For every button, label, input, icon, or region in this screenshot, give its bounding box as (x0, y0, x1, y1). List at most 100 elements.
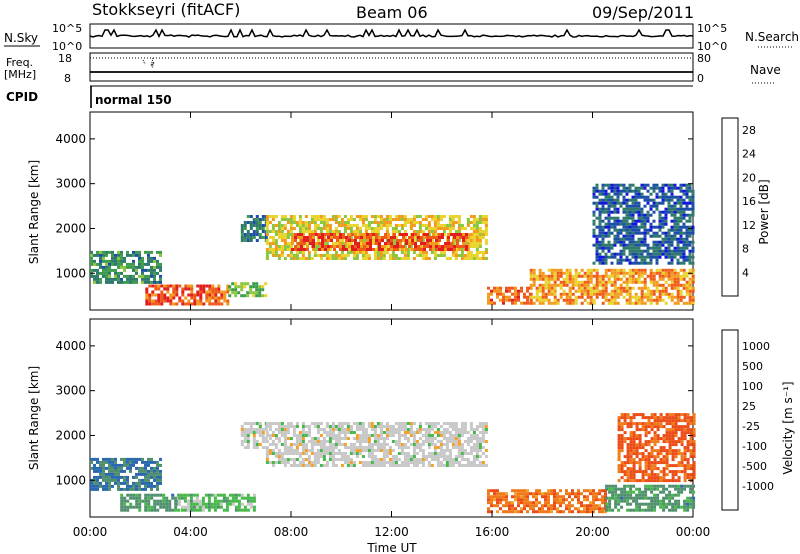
power-cell (568, 301, 572, 305)
velocity-cell (686, 419, 690, 423)
power-cell (325, 230, 329, 233)
power-cell (553, 274, 557, 278)
velocity-cell (307, 455, 311, 458)
velocity-cell (403, 422, 407, 425)
power-cell (160, 290, 164, 294)
velocity-cell (385, 455, 389, 458)
velocity-cell (228, 502, 232, 506)
power-cell (292, 227, 296, 230)
velocity-cell (99, 466, 102, 470)
velocity-cell (617, 479, 621, 483)
power-cell (484, 242, 488, 245)
power-cell (424, 218, 428, 221)
velocity-cell (298, 443, 302, 446)
velocity-cell (382, 464, 386, 467)
velocity-cell (683, 434, 687, 438)
power-cell (673, 280, 677, 284)
power-cell (123, 268, 126, 272)
power-cell (655, 249, 659, 253)
power-cell (355, 254, 359, 257)
velocity-cell (442, 452, 446, 455)
velocity-cell (677, 413, 681, 417)
power-region (90, 250, 162, 284)
velocity-cell (183, 496, 187, 500)
power-cell (297, 233, 300, 236)
velocity-cell (445, 437, 449, 440)
power-cell (625, 228, 629, 232)
power-cell (157, 293, 161, 297)
power-cell (562, 283, 566, 287)
velocity-cell (370, 434, 374, 437)
velocity-cell (361, 422, 365, 425)
velocity-cell (156, 487, 159, 491)
velocity-cell (469, 461, 473, 464)
velocity-cell (674, 479, 678, 483)
velocity-cell (292, 449, 296, 452)
velocity-cell (538, 492, 541, 496)
power-cell (667, 249, 671, 253)
velocity-cell (150, 475, 153, 479)
velocity-cell (454, 425, 458, 428)
velocity-cell (484, 449, 488, 452)
velocity-cell (352, 437, 356, 440)
power-cell (634, 198, 638, 202)
power-cell (619, 222, 623, 226)
velocity-cell (265, 449, 269, 452)
velocity-cell (382, 437, 386, 440)
power-cell (676, 271, 680, 275)
velocity-cell (577, 510, 580, 514)
power-cell (234, 285, 238, 289)
power-cell (613, 295, 617, 299)
power-cell (613, 210, 617, 214)
power-cell (271, 224, 275, 227)
power-cell (343, 254, 347, 257)
velocity-cell (692, 443, 696, 447)
power-cell (616, 301, 620, 305)
velocity-cell (141, 478, 144, 482)
velocity-cell (379, 431, 383, 434)
power-cell (640, 274, 644, 278)
velocity-cell (445, 428, 449, 431)
velocity-cell (671, 458, 675, 462)
power-cell (246, 236, 250, 239)
velocity-cell (665, 473, 669, 477)
power-cell (658, 210, 662, 214)
power-cell (649, 289, 653, 293)
power-cell (391, 242, 395, 245)
power-cell (691, 255, 695, 259)
velocity-cell (674, 499, 678, 503)
velocity-cell (334, 425, 338, 428)
power-cell (280, 230, 284, 233)
velocity-cell (614, 493, 618, 497)
power-cell (450, 245, 453, 248)
power-cell (616, 195, 620, 199)
power-cell (676, 274, 680, 278)
power-cell (462, 245, 465, 248)
power-cell (553, 286, 557, 290)
power-cell (649, 292, 653, 296)
power-cell (676, 258, 680, 262)
power-cell (568, 292, 572, 296)
velocity-cell (373, 443, 377, 446)
velocity-cell (650, 428, 654, 432)
velocity-cell (328, 455, 332, 458)
power-cell (367, 257, 371, 260)
power-cell (223, 299, 227, 303)
power-cell (153, 265, 156, 269)
power-cell (454, 257, 458, 260)
velocity-cell (656, 479, 660, 483)
velocity-cell (412, 434, 416, 437)
velocity-cell (475, 449, 479, 452)
power-cell (289, 245, 293, 248)
power-cell (175, 287, 179, 291)
power-cell (286, 230, 290, 233)
power-cell (598, 289, 602, 293)
velocity-cell (617, 493, 621, 497)
velocity-cell (249, 422, 253, 425)
power-cell (402, 236, 405, 239)
power-cell (604, 207, 608, 211)
velocity-cell (120, 505, 124, 509)
nave-blip (142, 57, 155, 69)
power-cell (265, 230, 269, 233)
power-cell (306, 239, 309, 242)
